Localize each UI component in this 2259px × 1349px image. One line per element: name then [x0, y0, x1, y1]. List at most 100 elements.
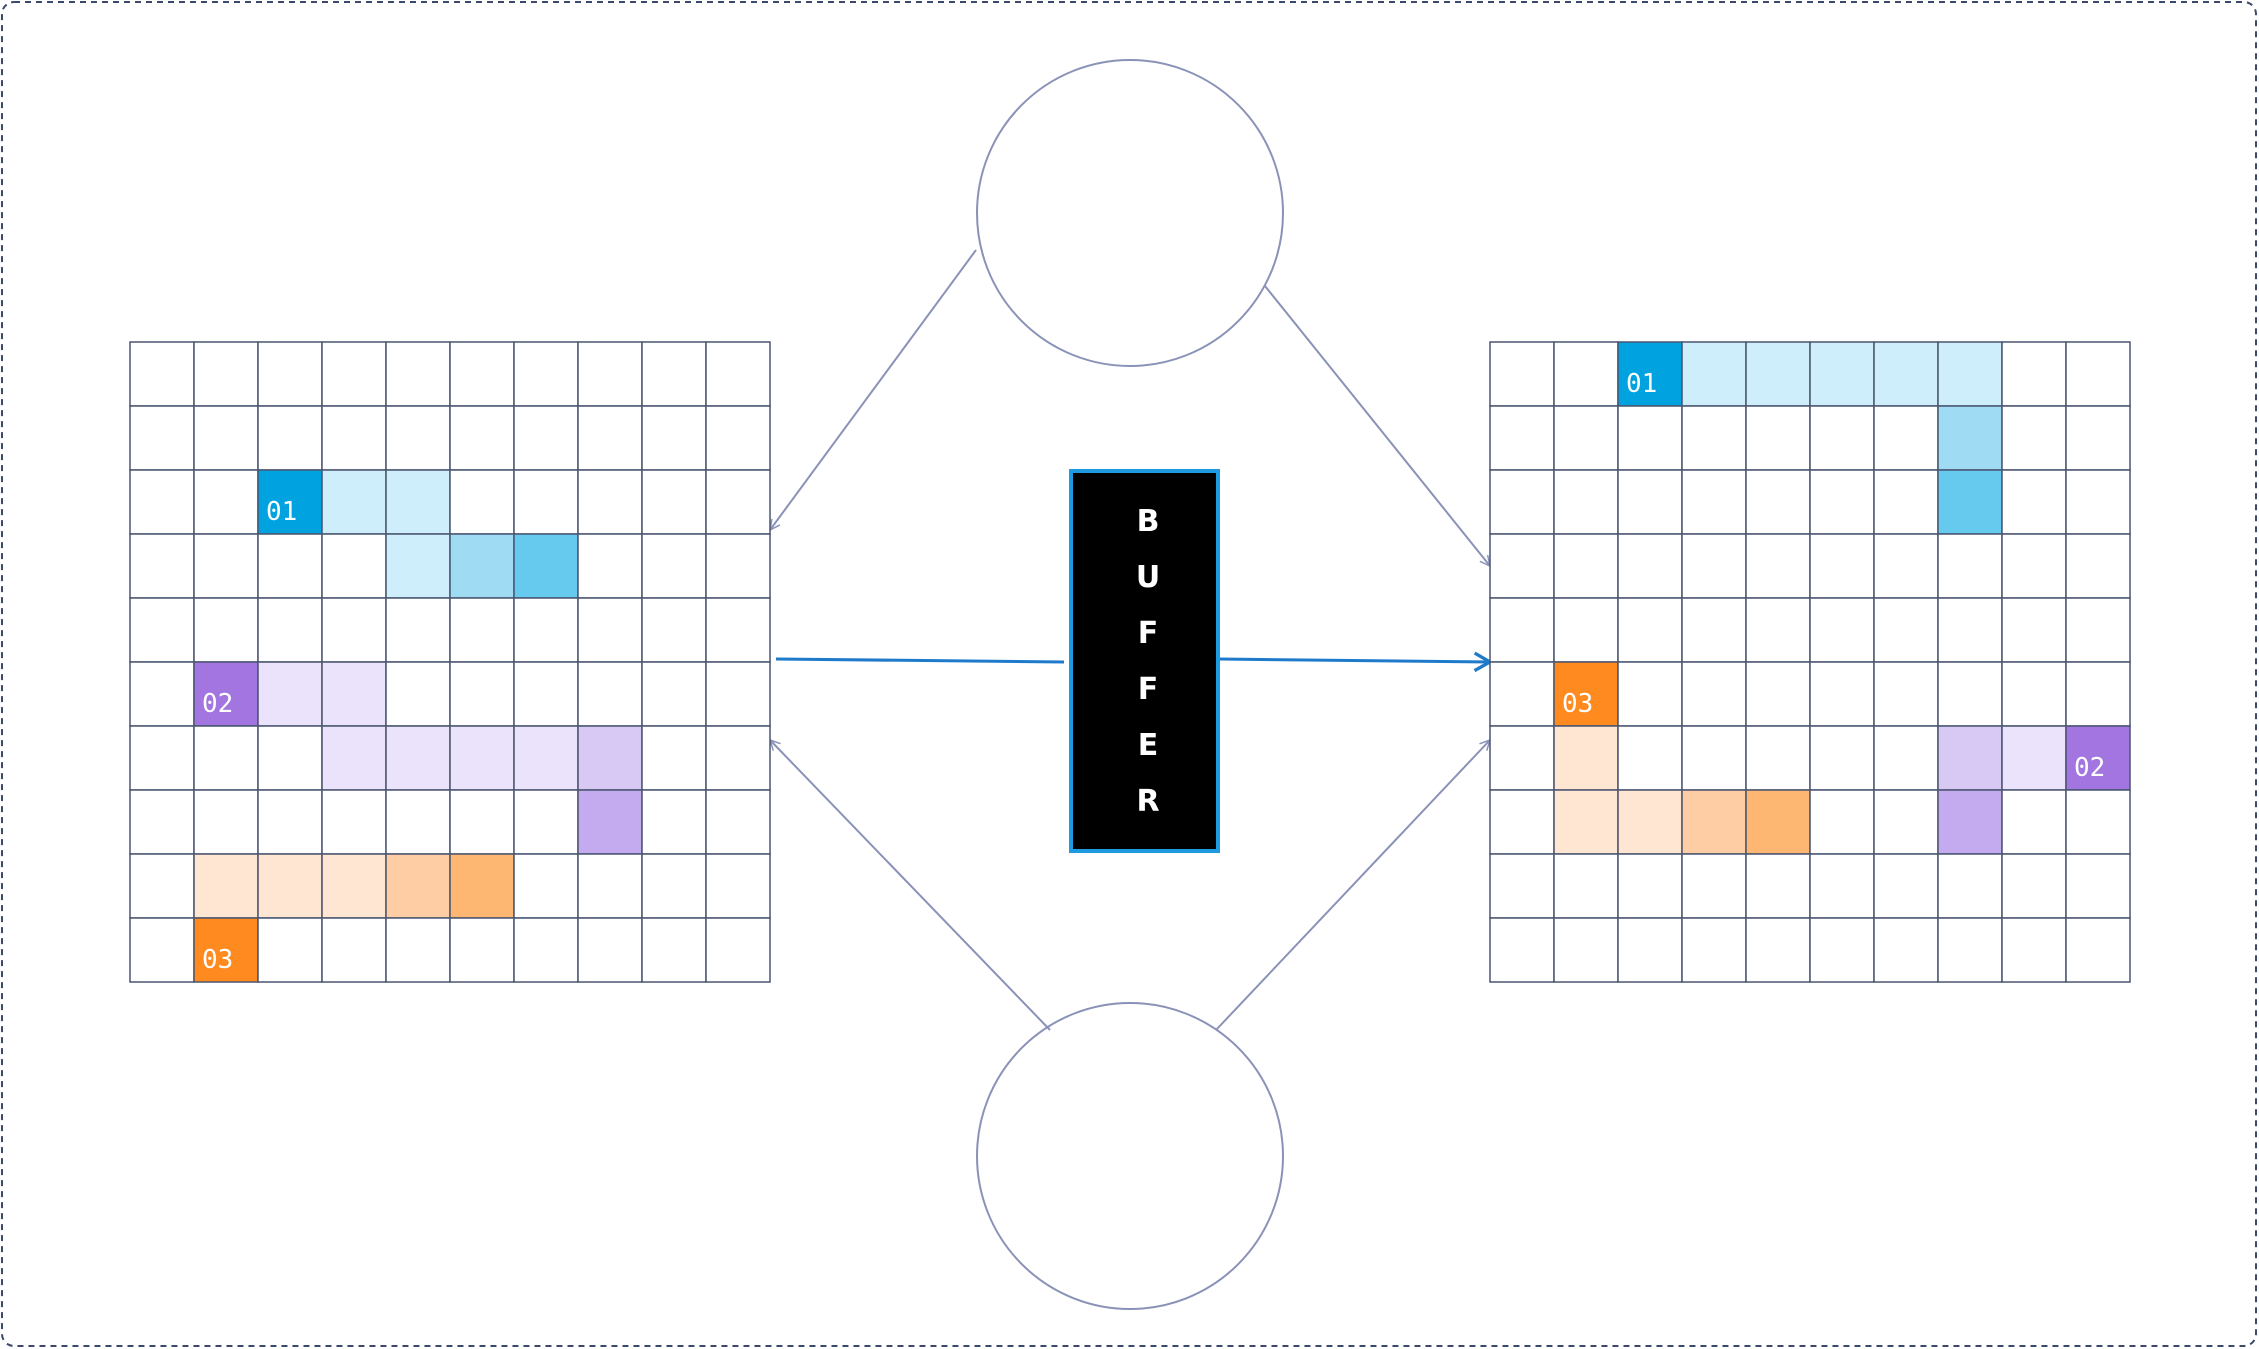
grid-cell [2065, 917, 2131, 983]
grid-cell-purple [385, 725, 451, 791]
grid-cell [257, 917, 323, 983]
buffer-box-background [1069, 469, 1220, 853]
connector-bottom-to-right-grid [1215, 740, 1490, 1031]
grid-cell-orange [321, 853, 387, 919]
grid-cell [193, 789, 259, 855]
grid-cell [449, 789, 515, 855]
grid-cell-orange [1745, 789, 1811, 855]
grid-cell-orange [1553, 725, 1619, 791]
grid-cell-orange [1553, 789, 1619, 855]
grid-cell [129, 341, 195, 407]
grid-cell [641, 725, 707, 791]
grid-cell [2065, 469, 2131, 535]
grid-cell [705, 597, 771, 663]
grid-cell [705, 725, 771, 791]
grid-cell-blue [321, 469, 387, 535]
grid-cell [1809, 853, 1875, 919]
buffer-letter: U [1136, 560, 1160, 595]
connector-bottom-to-left-grid [770, 740, 1051, 1031]
grid-cell [1489, 661, 1555, 727]
grid-cell [193, 597, 259, 663]
grid-cell-purple [257, 661, 323, 727]
grid-cell [577, 597, 643, 663]
grid-cell [321, 405, 387, 471]
grid-cell [705, 661, 771, 727]
grid-cell [1553, 405, 1619, 471]
grid-cell-purple [513, 725, 579, 791]
grid-cell [2065, 341, 2131, 407]
grid-cell [321, 917, 387, 983]
grid-cell [2065, 597, 2131, 663]
grid-cell [2065, 853, 2131, 919]
grid-cell [129, 853, 195, 919]
grid-cell [321, 533, 387, 599]
grid-cell-purple [449, 725, 515, 791]
grid-cell [1489, 917, 1555, 983]
right-grid: 01 02 03 [1489, 341, 2131, 983]
flow-buffer-to-right [1218, 659, 1490, 662]
grid-cell [1681, 661, 1747, 727]
grid-cell [2065, 533, 2131, 599]
grid-cell [1745, 469, 1811, 535]
grid-cell [1617, 725, 1683, 791]
cell-label-02: 02 [2074, 753, 2105, 783]
grid-cell-purple [1937, 789, 2003, 855]
grid-cell [1681, 597, 1747, 663]
grid-cell-orange [1617, 789, 1683, 855]
grid-cell [641, 405, 707, 471]
grid-cell [129, 597, 195, 663]
grid-cell [577, 341, 643, 407]
grid-cell [449, 469, 515, 535]
grid-cell [1617, 853, 1683, 919]
grid-cell [513, 597, 579, 663]
grid-cell-purple [321, 725, 387, 791]
grid-cell [1617, 469, 1683, 535]
grid-cell [1617, 597, 1683, 663]
grid-cell [577, 661, 643, 727]
grid-cell [321, 789, 387, 855]
grid-cell [2001, 853, 2067, 919]
grid-cell [1809, 469, 1875, 535]
grid-cell [1745, 597, 1811, 663]
grid-cell [193, 405, 259, 471]
grid-cell [2065, 789, 2131, 855]
grid-cell [449, 597, 515, 663]
grid-cell [577, 469, 643, 535]
grid-cell [1553, 469, 1619, 535]
grid-cell [705, 853, 771, 919]
buffer-letter: E [1138, 728, 1159, 763]
grid-cell [577, 853, 643, 919]
grid-cell [1553, 341, 1619, 407]
grid-cell [2001, 533, 2067, 599]
grid-cell [1489, 853, 1555, 919]
grid-cell [385, 661, 451, 727]
bottom-node [976, 1002, 1284, 1310]
grid-cell-orange [193, 853, 259, 919]
grid-cell [2001, 917, 2067, 983]
grid-cell [193, 725, 259, 791]
grid-cell [1553, 533, 1619, 599]
grid-cell [1489, 725, 1555, 791]
grid-cell-blue [1937, 405, 2003, 471]
grid-cell [1681, 533, 1747, 599]
grid-cell [577, 917, 643, 983]
grid-cell [1809, 597, 1875, 663]
grid-cell [385, 917, 451, 983]
grid-cell [641, 789, 707, 855]
grid-cell [1745, 661, 1811, 727]
grid-cell [2001, 661, 2067, 727]
grid-cell [449, 917, 515, 983]
grid-cell [705, 533, 771, 599]
grid-cell-orange [1681, 789, 1747, 855]
grid-cell [257, 341, 323, 407]
grid-cell [1937, 597, 2003, 663]
grid-cell [513, 917, 579, 983]
grid-cell [257, 405, 323, 471]
grid-cell [1873, 853, 1939, 919]
grid-cell [385, 341, 451, 407]
grid-cell [513, 853, 579, 919]
grid-cell [2001, 341, 2067, 407]
grid-cell-blue [1873, 341, 1939, 407]
grid-cell-blue [1937, 341, 2003, 407]
